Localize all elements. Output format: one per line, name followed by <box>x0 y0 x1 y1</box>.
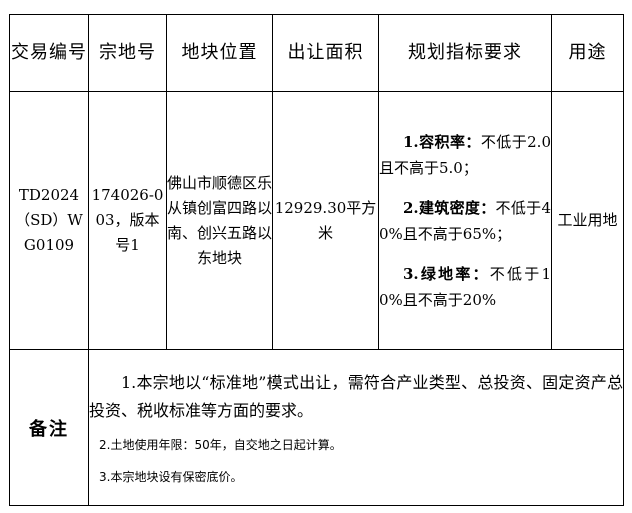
column-header-location-label: 地块位置 <box>181 42 258 63</box>
land-parcel-table: 交易编号 宗地号 地块位置 出让面积 规划指标要求 用途 TD2024（SD）W… <box>9 14 624 506</box>
plan-requirement-item-1: 1.容积率：不低于2.0且不高于5.0； <box>379 129 551 181</box>
remarks-body-cell: 1.本宗地以“标准地”模式出让，需符合产业类型、总投资、固定资产总投资、税收标准… <box>88 349 624 506</box>
plan-requirement-value-1: 不低于2.0且不高于5.0； <box>379 132 551 177</box>
cell-use: 工业用地 <box>551 91 624 350</box>
remarks-row: 备注 1.本宗地以“标准地”模式出让，需符合产业类型、总投资、固定资产总投资、税… <box>9 349 624 506</box>
column-header-parcel-number: 宗地号 <box>88 14 167 92</box>
column-header-use: 用途 <box>551 14 624 92</box>
cell-area-value: 12929.30平方米 <box>274 198 377 242</box>
cell-location: 佛山市顺德区乐从镇创富四路以南、创兴五路以东地块 <box>166 91 273 350</box>
column-header-location: 地块位置 <box>166 14 273 92</box>
column-header-deal-number: 交易编号 <box>9 14 89 92</box>
cell-deal-number-value: TD2024（SD）WG0109 <box>15 186 83 254</box>
plan-requirement-label-1: 1.容积率： <box>403 132 481 151</box>
cell-area: 12929.30平方米 <box>272 91 379 350</box>
column-header-plan-requirements: 规划指标要求 <box>378 14 552 92</box>
cell-plan-requirements: 1.容积率：不低于2.0且不高于5.0； 2.建筑密度：不低于40%且不高于65… <box>378 91 552 350</box>
table-header-row: 交易编号 宗地号 地块位置 出让面积 规划指标要求 用途 <box>9 14 624 92</box>
table-row: TD2024（SD）WG0109 174026-003，版本号1 佛山市顺德区乐… <box>9 91 624 350</box>
plan-requirement-label-2: 2.建筑密度： <box>403 198 496 217</box>
remark-item-2: 2.土地使用年限：50年，自交地之日起计算。 <box>99 437 342 452</box>
plan-requirement-value-2: 不低于40%且不高于65%； <box>379 198 551 243</box>
remark-item-1: 1.本宗地以“标准地”模式出让，需符合产业类型、总投资、固定资产总投资、税收标准… <box>89 372 623 420</box>
plan-requirement-label-3: 3.绿地率： <box>403 264 490 283</box>
cell-use-value: 工业用地 <box>557 211 618 229</box>
plan-requirement-item-3: 3.绿地率：不低于10%且不高于20% <box>379 261 551 313</box>
plan-requirement-item-2: 2.建筑密度：不低于40%且不高于65%； <box>379 195 551 247</box>
cell-parcel-number: 174026-003，版本号1 <box>88 91 167 350</box>
column-header-deal-number-label: 交易编号 <box>11 42 87 63</box>
column-header-area-label: 出让面积 <box>287 42 364 63</box>
cell-location-value: 佛山市顺德区乐从镇创富四路以南、创兴五路以东地块 <box>167 173 273 267</box>
plan-requirement-value-3: 不低于10%且不高于20% <box>379 264 551 309</box>
remarks-label-cell: 备注 <box>9 349 89 506</box>
column-header-use-label: 用途 <box>568 42 607 63</box>
remarks-label: 备注 <box>29 418 69 440</box>
remark-item-3: 3.本宗地块设有保密底价。 <box>99 469 243 484</box>
cell-deal-number: TD2024（SD）WG0109 <box>9 91 89 350</box>
cell-parcel-number-value: 174026-003，版本号1 <box>91 186 164 254</box>
column-header-area: 出让面积 <box>272 14 379 92</box>
column-header-plan-requirements-label: 规划指标要求 <box>408 42 522 63</box>
column-header-parcel-number-label: 宗地号 <box>99 42 156 63</box>
